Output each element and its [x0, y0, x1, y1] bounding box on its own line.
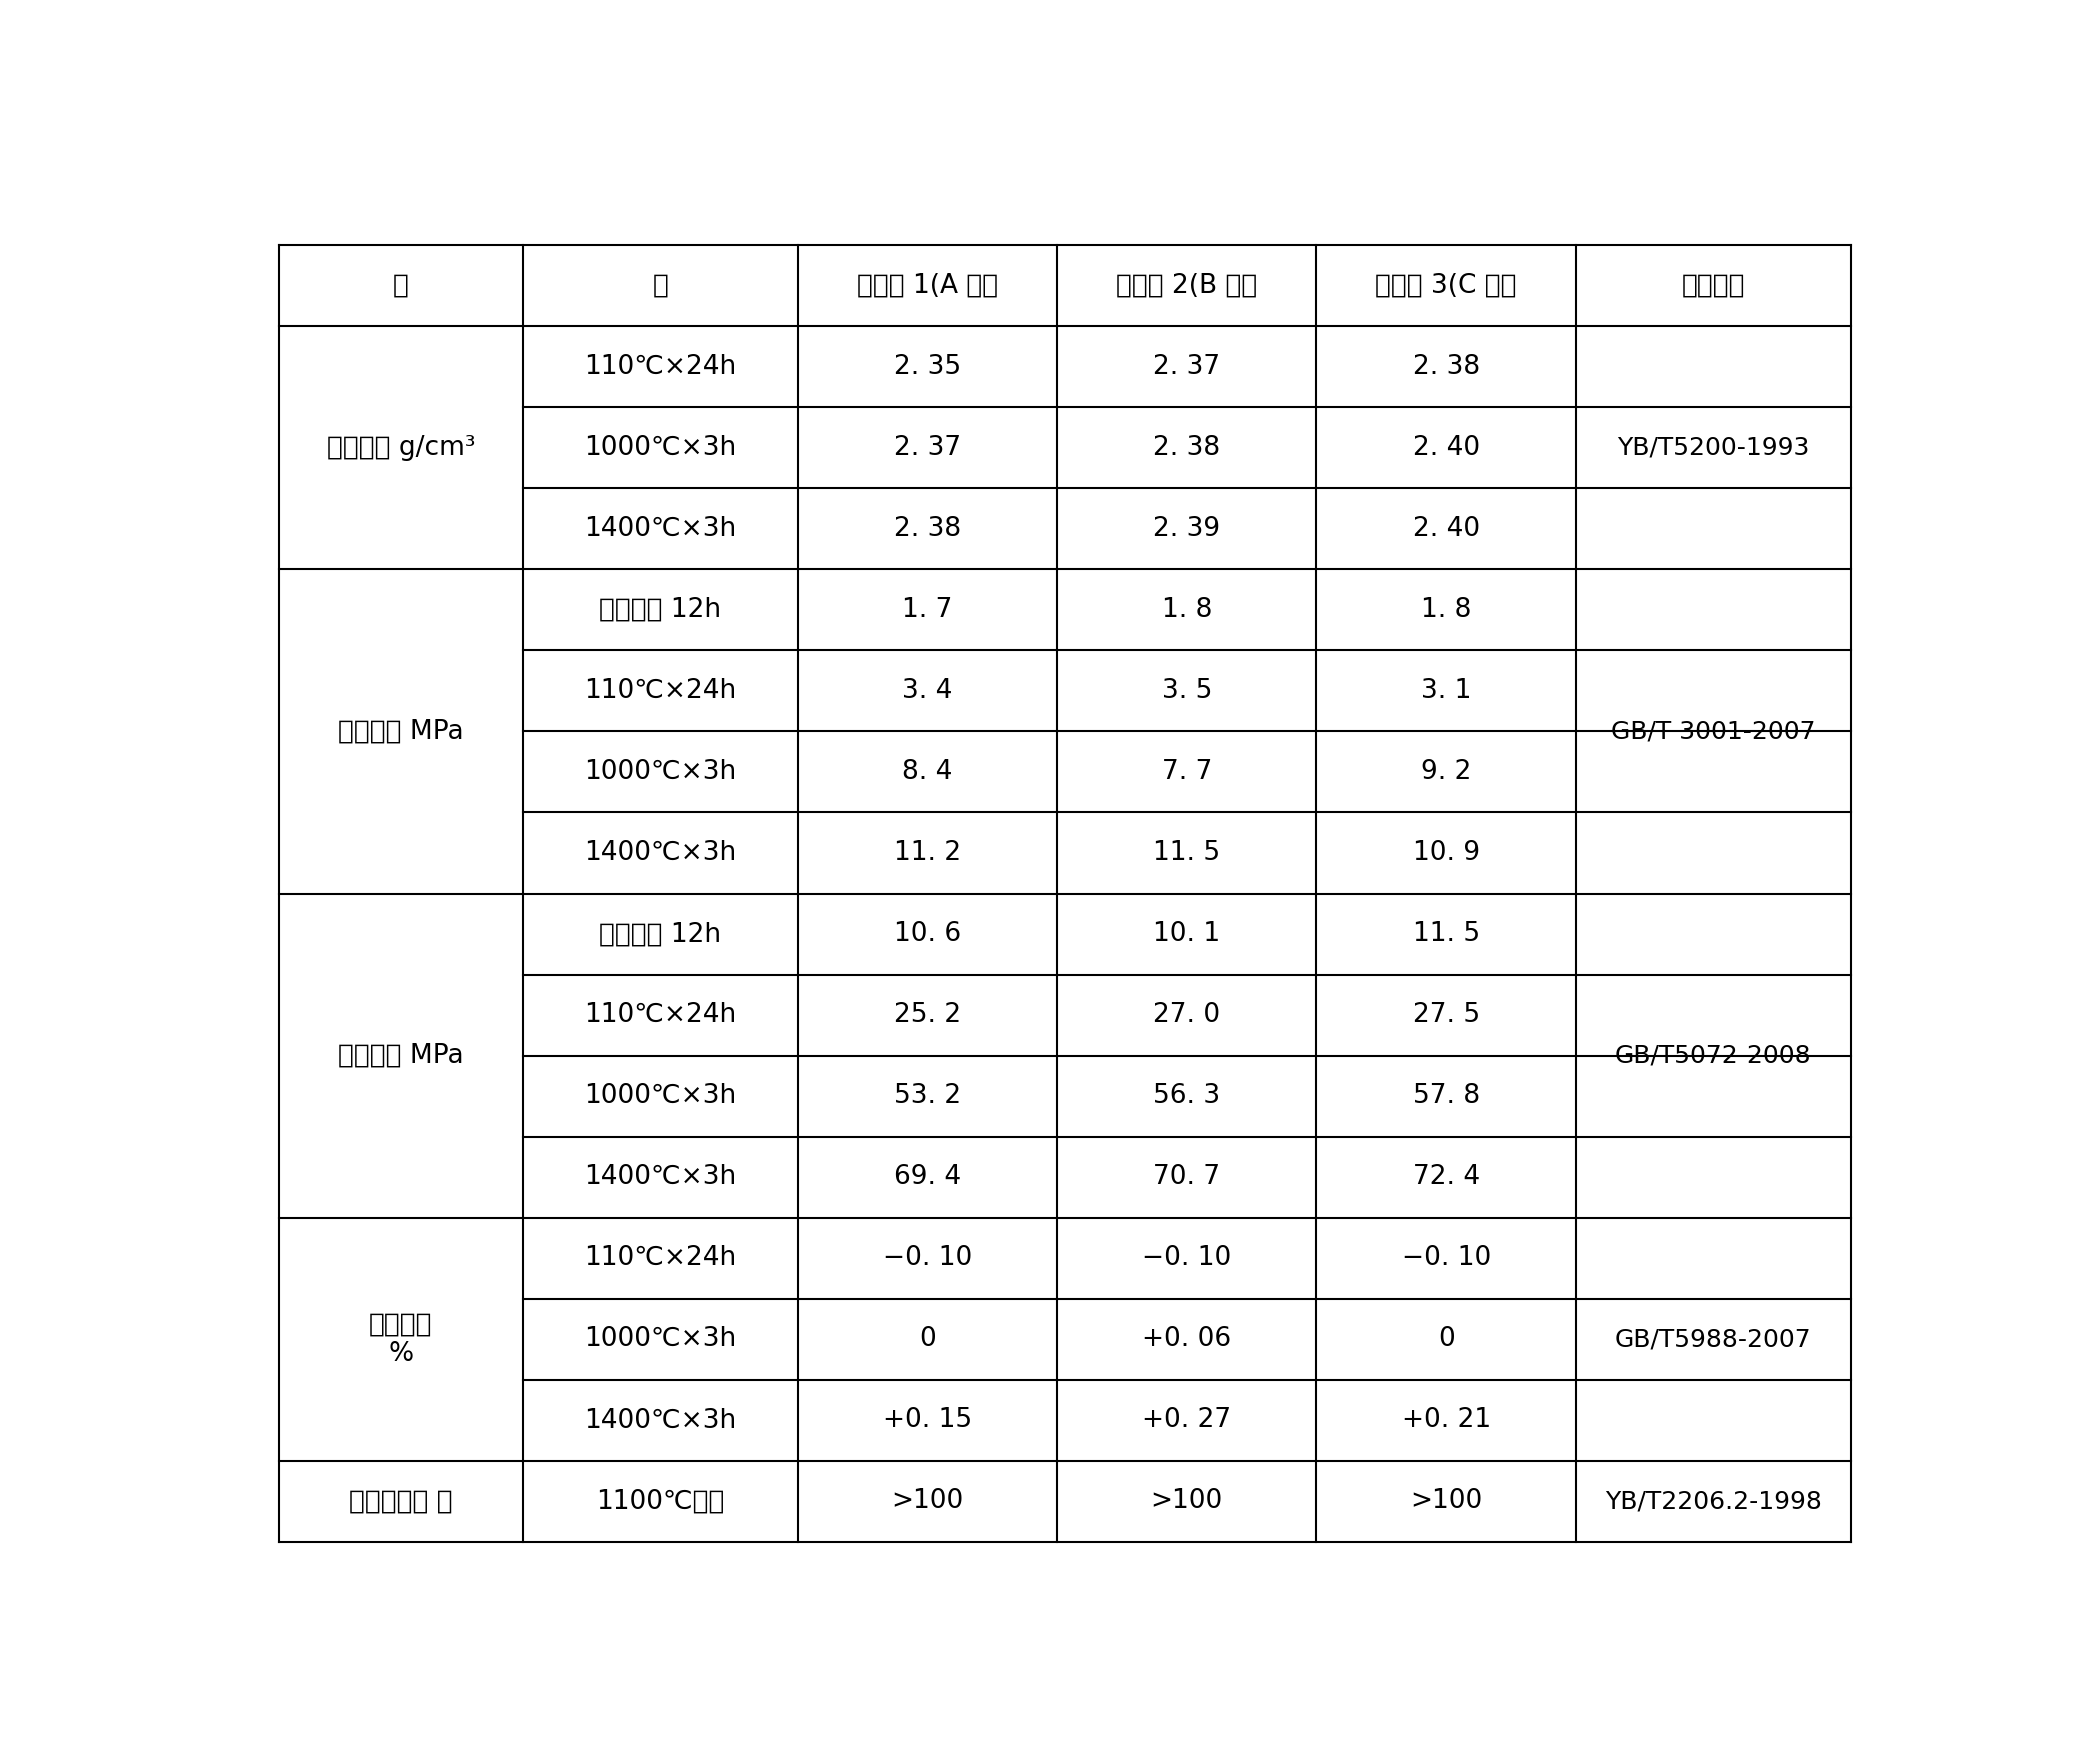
Text: 3. 5: 3. 5 [1162, 678, 1211, 704]
Text: 72. 4: 72. 4 [1413, 1165, 1480, 1190]
Text: 56. 3: 56. 3 [1153, 1082, 1220, 1109]
Text: 常温养护 12h: 常温养护 12h [598, 920, 721, 947]
Text: 9. 2: 9. 2 [1421, 759, 1471, 785]
Text: 1000℃×3h: 1000℃×3h [584, 1327, 736, 1352]
Text: 1400℃×3h: 1400℃×3h [584, 1408, 736, 1433]
Text: 1100℃水冷: 1100℃水冷 [596, 1489, 725, 1514]
Text: 2. 38: 2. 38 [894, 516, 960, 542]
Text: 110℃×24h: 110℃×24h [584, 1001, 736, 1028]
Text: 11. 5: 11. 5 [1413, 920, 1480, 947]
Text: 110℃×24h: 110℃×24h [584, 1246, 736, 1271]
Text: GB/T5988-2007: GB/T5988-2007 [1615, 1327, 1812, 1352]
Text: −0. 10: −0. 10 [1401, 1246, 1490, 1271]
Text: +0. 21: +0. 21 [1401, 1408, 1490, 1433]
Text: 53. 2: 53. 2 [894, 1082, 960, 1109]
Text: >100: >100 [1411, 1489, 1482, 1514]
Text: 0: 0 [1438, 1327, 1455, 1352]
Text: YB/T2206.2-1998: YB/T2206.2-1998 [1604, 1489, 1822, 1514]
Text: +0. 06: +0. 06 [1143, 1327, 1232, 1352]
Text: 10. 1: 10. 1 [1153, 920, 1220, 947]
Text: −0. 10: −0. 10 [883, 1246, 973, 1271]
Text: 1400℃×3h: 1400℃×3h [584, 516, 736, 542]
Text: 10. 6: 10. 6 [894, 920, 960, 947]
Text: 1. 8: 1. 8 [1421, 597, 1471, 623]
Text: 1000℃×3h: 1000℃×3h [584, 1082, 736, 1109]
Text: 110℃×24h: 110℃×24h [584, 678, 736, 704]
Text: 2. 40: 2. 40 [1413, 435, 1480, 461]
Text: 25. 2: 25. 2 [894, 1001, 960, 1028]
Text: 0: 0 [918, 1327, 935, 1352]
Text: 7. 7: 7. 7 [1162, 759, 1211, 785]
Text: 70. 7: 70. 7 [1153, 1165, 1220, 1190]
Text: 57. 8: 57. 8 [1413, 1082, 1480, 1109]
Text: 27. 0: 27. 0 [1153, 1001, 1220, 1028]
Text: 耐压强度 MPa: 耐压强度 MPa [339, 1042, 463, 1068]
Text: 实施例 3(C 厂）: 实施例 3(C 厂） [1376, 273, 1517, 299]
Text: 2. 39: 2. 39 [1153, 516, 1220, 542]
Text: 1. 8: 1. 8 [1162, 597, 1211, 623]
Text: 1000℃×3h: 1000℃×3h [584, 759, 736, 785]
Text: 实施例 2(B 厂）: 实施例 2(B 厂） [1116, 273, 1257, 299]
Text: 2. 40: 2. 40 [1413, 516, 1480, 542]
Text: 11. 5: 11. 5 [1153, 840, 1220, 866]
Text: 线变化率
%: 线变化率 % [370, 1311, 432, 1368]
Text: 10. 9: 10. 9 [1413, 840, 1480, 866]
Text: 1400℃×3h: 1400℃×3h [584, 840, 736, 866]
Text: 2. 38: 2. 38 [1153, 435, 1220, 461]
Text: 110℃×24h: 110℃×24h [584, 354, 736, 380]
Text: +0. 15: +0. 15 [883, 1408, 973, 1433]
Text: 2. 37: 2. 37 [1153, 354, 1220, 380]
Text: 实施例 1(A 厂）: 实施例 1(A 厂） [856, 273, 997, 299]
Text: YB/T5200-1993: YB/T5200-1993 [1617, 436, 1810, 459]
Text: 项: 项 [393, 273, 409, 299]
Text: >100: >100 [1151, 1489, 1224, 1514]
Text: 1400℃×3h: 1400℃×3h [584, 1165, 736, 1190]
Text: 热震稳定性 次: 热震稳定性 次 [349, 1489, 453, 1514]
Text: 27. 5: 27. 5 [1413, 1001, 1480, 1028]
Text: −0. 10: −0. 10 [1143, 1246, 1232, 1271]
Text: 目: 目 [652, 273, 669, 299]
Text: 2. 37: 2. 37 [894, 435, 960, 461]
Text: 3. 4: 3. 4 [902, 678, 952, 704]
Text: 2. 38: 2. 38 [1413, 354, 1480, 380]
Text: 检测标准: 检测标准 [1681, 273, 1746, 299]
Text: 1. 7: 1. 7 [902, 597, 952, 623]
Text: +0. 27: +0. 27 [1143, 1408, 1232, 1433]
Text: 8. 4: 8. 4 [902, 759, 952, 785]
Text: 常温养护 12h: 常温养护 12h [598, 597, 721, 623]
Text: 1000℃×3h: 1000℃×3h [584, 435, 736, 461]
Text: 抗折强度 MPa: 抗折强度 MPa [339, 718, 463, 744]
Text: GB/T 3001-2007: GB/T 3001-2007 [1610, 720, 1816, 743]
Text: 69. 4: 69. 4 [894, 1165, 960, 1190]
Text: GB/T5072-2008: GB/T5072-2008 [1615, 1044, 1812, 1068]
Text: 体积密度 g/cm³: 体积密度 g/cm³ [326, 435, 476, 461]
Text: 11. 2: 11. 2 [894, 840, 960, 866]
Text: >100: >100 [891, 1489, 964, 1514]
Text: 2. 35: 2. 35 [894, 354, 960, 380]
Text: 3. 1: 3. 1 [1421, 678, 1471, 704]
